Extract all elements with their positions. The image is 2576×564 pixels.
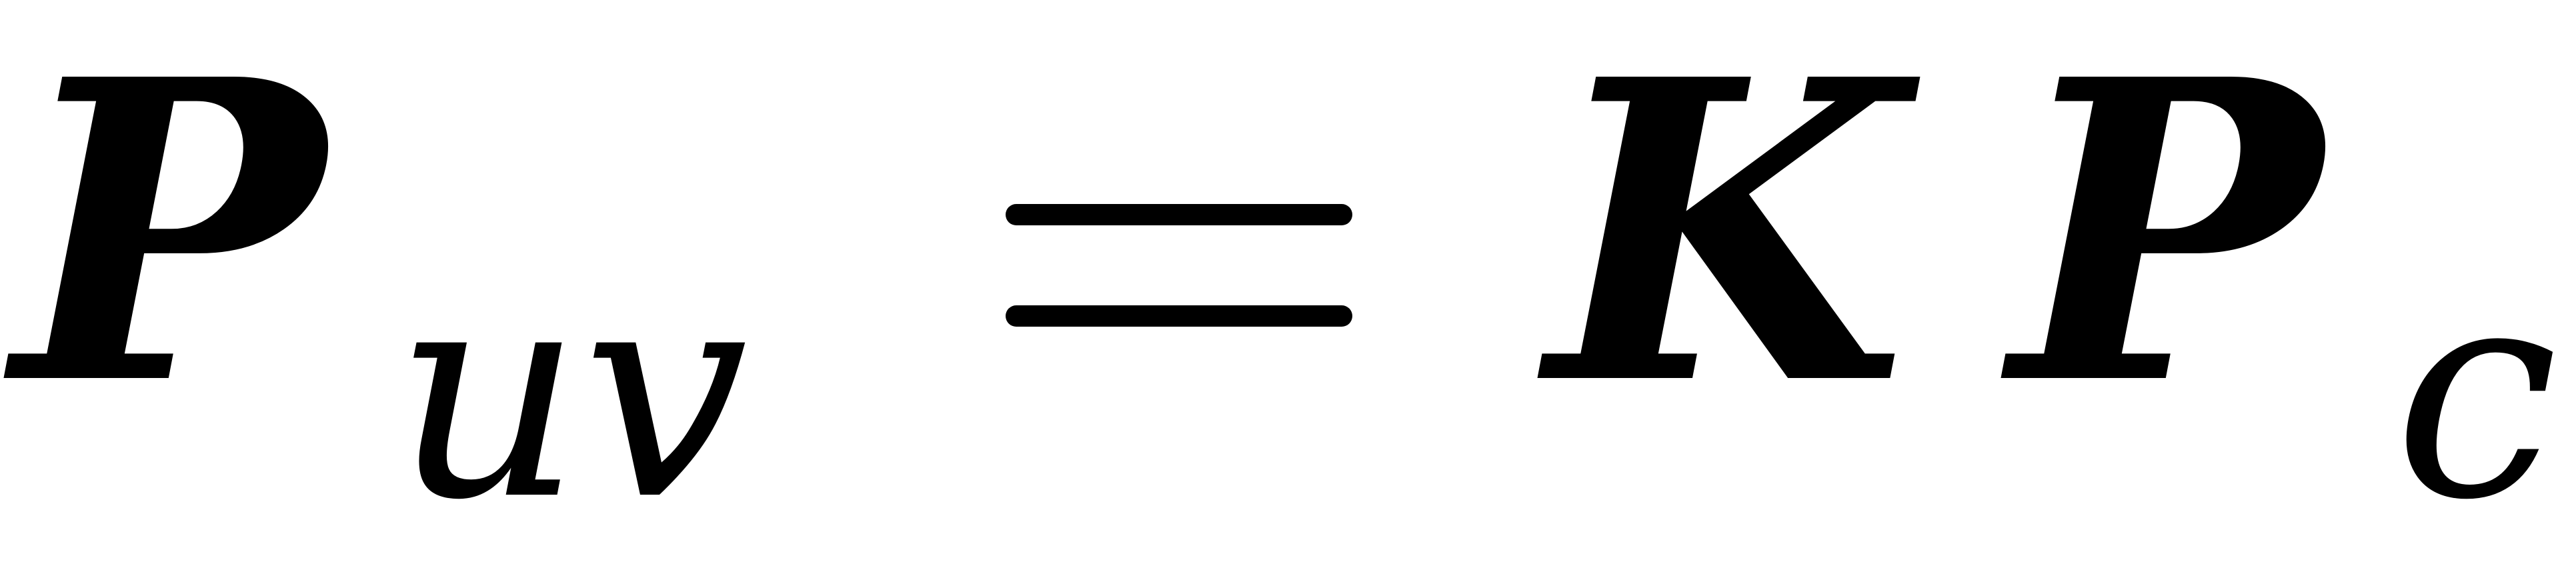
rhs-factor-p: P (2011, 0, 2322, 476)
equation: P uv K P c (13, 0, 2558, 540)
rhs-factor-k: K (1547, 0, 1906, 476)
lhs-main-symbol: P (13, 0, 325, 476)
rhs-subscript: c (2394, 223, 2559, 564)
equals-top-bar (1006, 204, 1352, 225)
equals-bottom-bar (1006, 305, 1352, 327)
lhs-subscript: uv (393, 223, 748, 564)
